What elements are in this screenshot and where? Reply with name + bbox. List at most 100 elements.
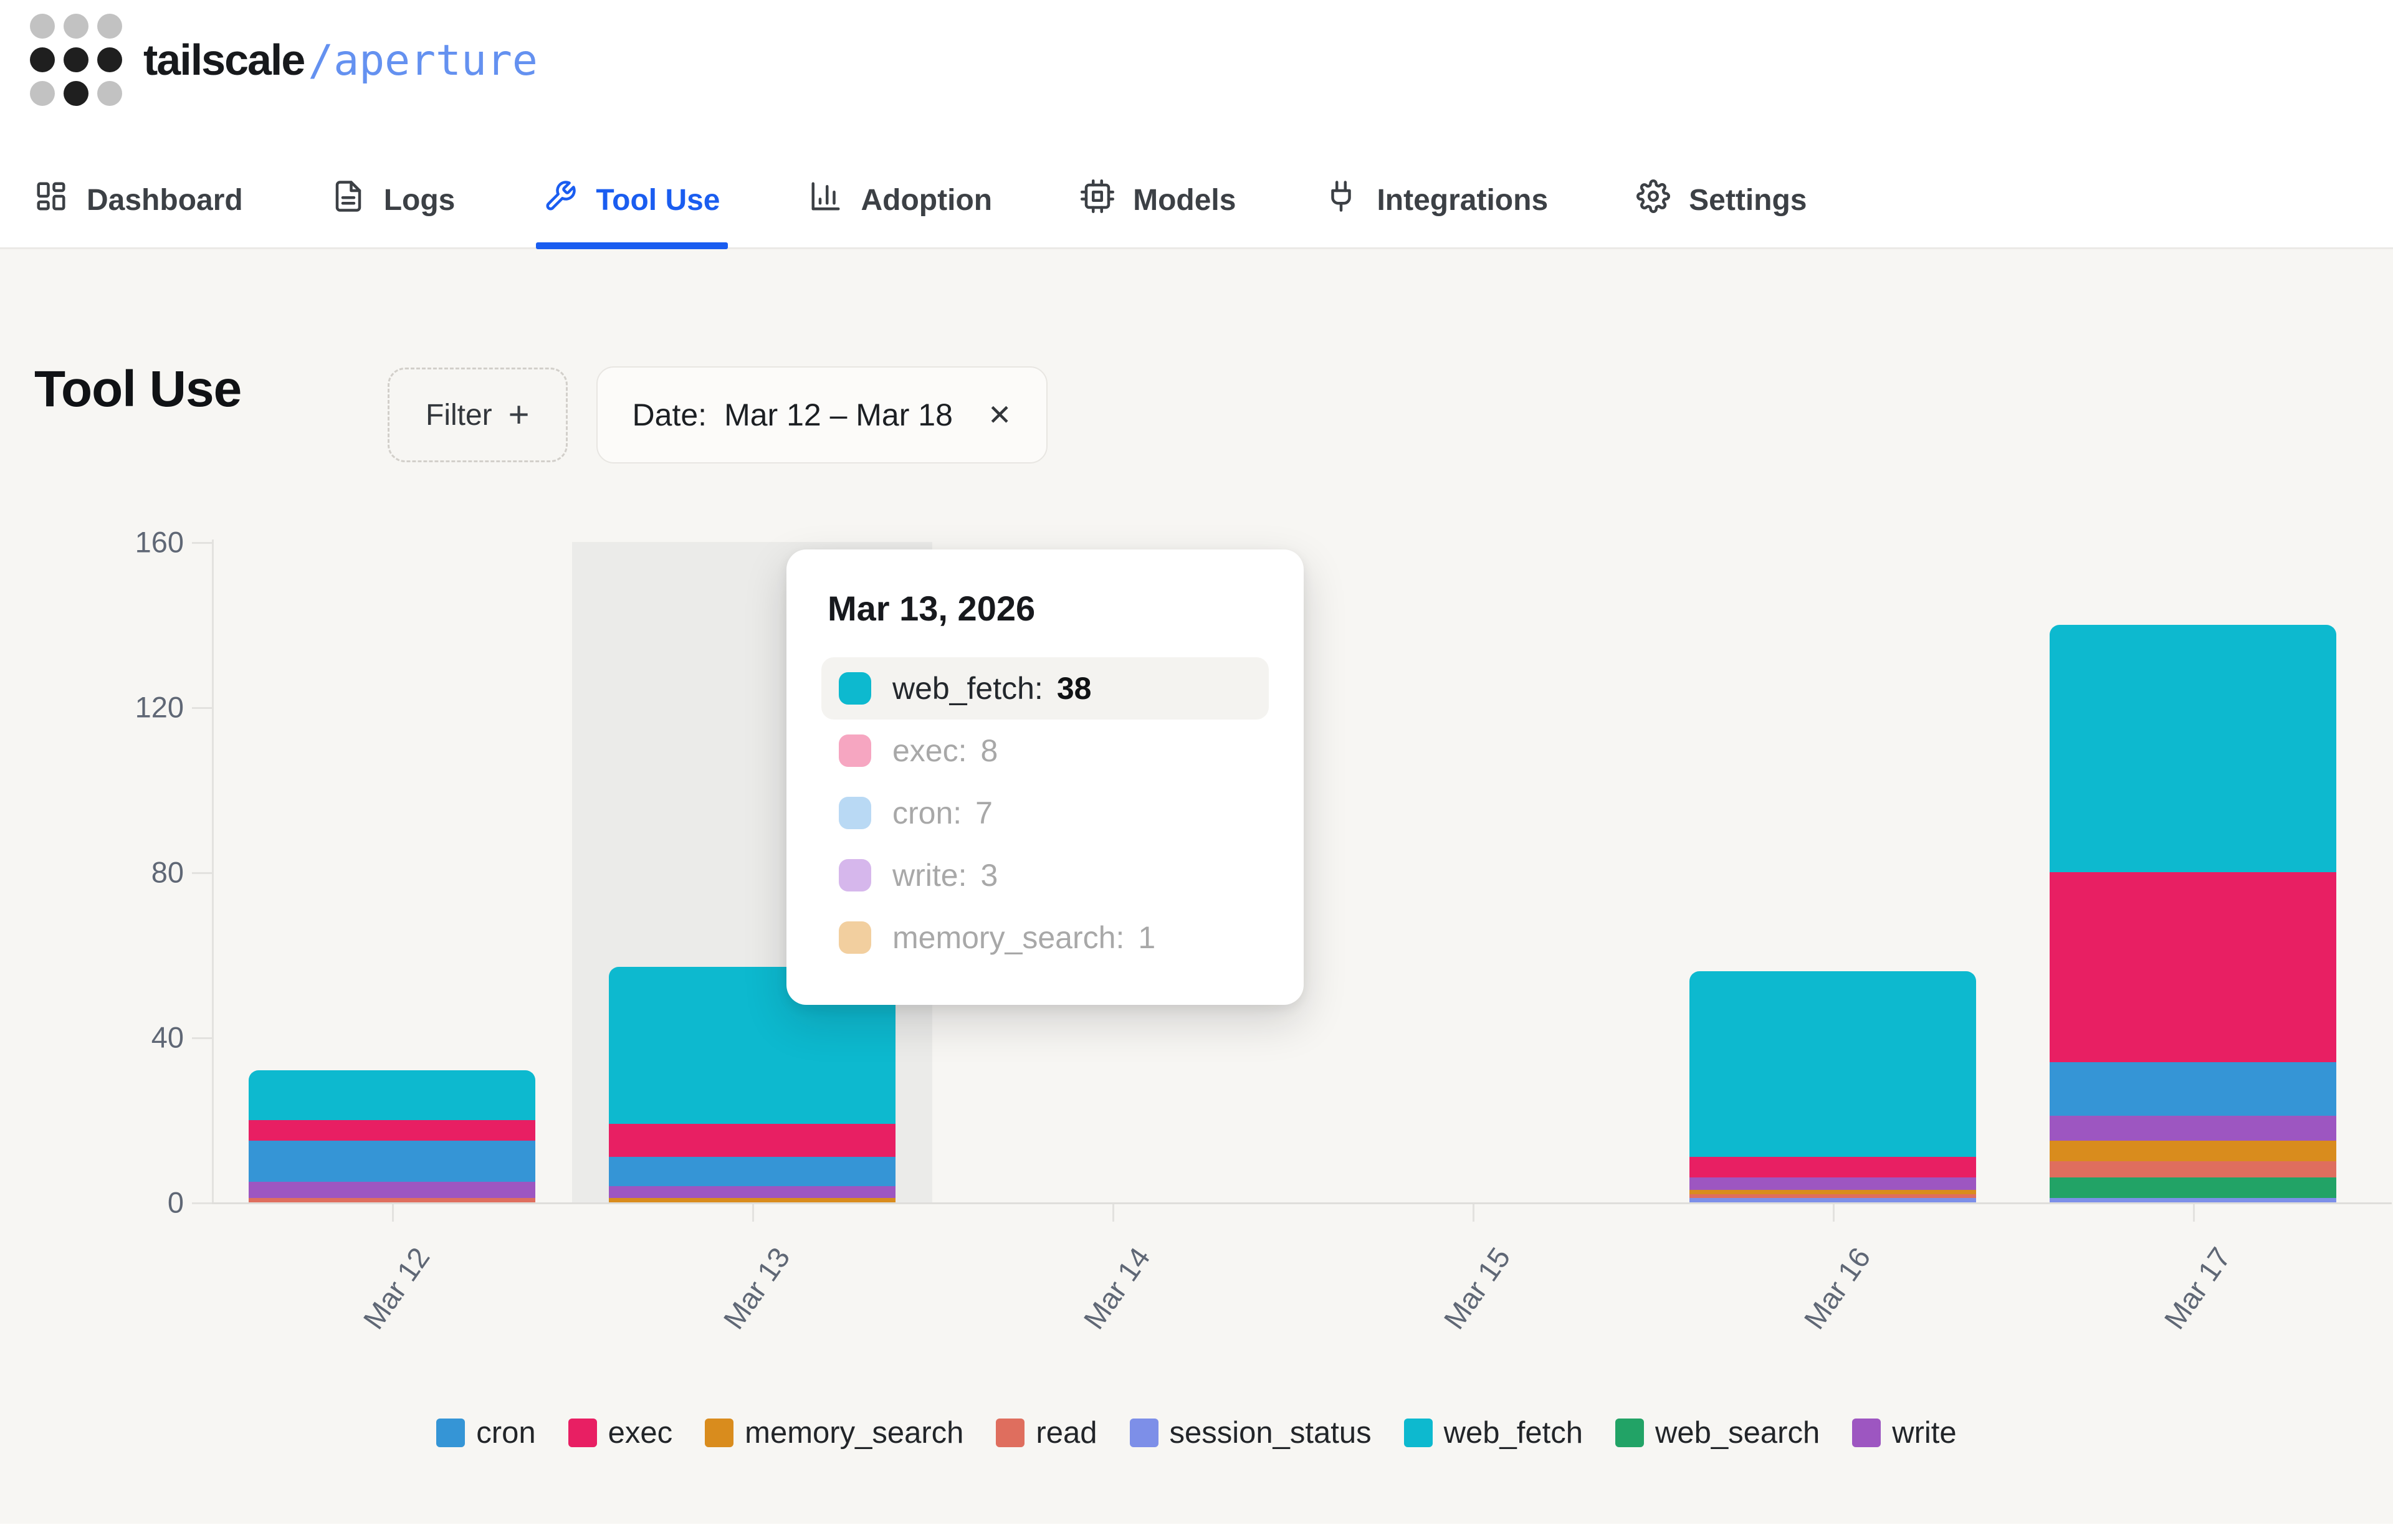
legend-label: session_status <box>1169 1416 1372 1450</box>
filter-bar: Filter + Date: Mar 12 – Mar 18 ✕ <box>388 366 1048 463</box>
tooltip-series-label: write: <box>892 858 967 893</box>
bar-segment-read-mar-12[interactable] <box>249 1198 535 1202</box>
nav-tab-label: Models <box>1133 183 1236 217</box>
legend-swatch-icon <box>1615 1419 1644 1447</box>
legend-swatch-icon <box>436 1419 466 1447</box>
tooltip-date-title: Mar 13, 2026 <box>828 589 1036 628</box>
bar-segment-memory_search-mar-17[interactable] <box>2050 1140 2336 1161</box>
gear-icon <box>1636 179 1671 221</box>
nav-tab-label: Adoption <box>861 183 993 217</box>
nav-tab-dashboard[interactable]: Dashboard <box>34 151 243 249</box>
legend-swatch-icon <box>705 1419 734 1447</box>
filter-button-label: Filter <box>426 398 492 432</box>
page-title: Tool Use <box>34 361 242 417</box>
chart-legend: cron exec memory_search read session_status w… <box>0 1415 2393 1450</box>
y-axis-tick-label: 0 <box>167 1186 184 1219</box>
tooltip-row-cron: cron: 7 <box>821 782 1269 844</box>
bar-segment-exec-mar-13[interactable] <box>609 1124 896 1157</box>
nav-tab-label: Dashboard <box>87 183 243 217</box>
tooltip-series-label: memory_search: <box>892 920 1125 955</box>
tooltip-series-value: 38 <box>1056 671 1092 706</box>
date-filter-chip[interactable]: Date: Mar 12 – Mar 18 ✕ <box>596 366 1048 463</box>
bar-segment-cron-mar-13[interactable] <box>609 1157 896 1186</box>
bar-chart-icon <box>809 179 843 221</box>
bar-segment-memory_search-mar-16[interactable] <box>1689 1190 1976 1194</box>
tooltip-row-web_fetch: web_fetch: 38 <box>821 657 1269 720</box>
bar-segment-exec-mar-16[interactable] <box>1689 1157 1976 1178</box>
legend-item-web_search: web_search <box>1615 1415 1820 1450</box>
nav-tab-integrations[interactable]: Integrations <box>1324 151 1548 249</box>
series-swatch-icon <box>839 921 871 954</box>
bar-segment-write-mar-13[interactable] <box>609 1186 896 1199</box>
date-chip-label: Date: <box>632 397 707 432</box>
tooltip-row-write: write: 3 <box>821 844 1269 906</box>
legend-item-read: read <box>996 1415 1097 1450</box>
legend-item-web_fetch: web_fetch <box>1403 1415 1583 1450</box>
legend-item-exec: exec <box>568 1415 673 1450</box>
bar-segment-cron-mar-12[interactable] <box>249 1140 535 1182</box>
bar-segment-write-mar-12[interactable] <box>249 1181 535 1199</box>
cpu-icon <box>1081 179 1115 221</box>
nav-tab-logs[interactable]: Logs <box>332 151 456 249</box>
active-tab-underline <box>536 242 728 249</box>
x-axis-tick-label: Mar 13 <box>716 1241 796 1335</box>
nav-tab-tool-use[interactable]: Tool Use <box>536 151 728 249</box>
brand-name: tailscale <box>143 35 305 84</box>
tooltip-rows: web_fetch: 38 exec: 8 cron: 7 write: 3 memory_se… <box>821 657 1269 969</box>
legend-item-session_status: session_status <box>1129 1415 1372 1450</box>
legend-swatch-icon <box>1403 1419 1433 1447</box>
bar-segment-read-mar-16[interactable] <box>1689 1194 1976 1199</box>
x-axis-tick <box>752 1204 754 1222</box>
bar-segment-web_fetch-mar-16[interactable] <box>1689 971 1976 1157</box>
nav-tab-label: Logs <box>383 183 456 217</box>
brand-home-link[interactable]: tailscale/aperture <box>30 14 538 106</box>
bar-segment-cron-mar-17[interactable] <box>2050 1062 2336 1116</box>
legend-label: read <box>1036 1416 1097 1450</box>
x-axis-tick-label: Mar 15 <box>1436 1241 1517 1335</box>
x-axis-tick-label: Mar 16 <box>1797 1241 1877 1335</box>
legend-label: web_search <box>1655 1416 1820 1450</box>
tooltip-series-value: 7 <box>975 796 993 830</box>
bar-segment-session_status-mar-16[interactable] <box>1689 1198 1976 1202</box>
nav-tab-models[interactable]: Models <box>1081 151 1236 249</box>
bar-segment-write-mar-16[interactable] <box>1689 1177 1976 1191</box>
bar-segment-read-mar-17[interactable] <box>2050 1161 2336 1178</box>
legend-item-cron: cron <box>436 1415 536 1450</box>
y-axis-tick-label: 120 <box>135 690 184 724</box>
nav-tab-settings[interactable]: Settings <box>1636 151 1807 249</box>
y-axis-tick <box>192 1202 212 1204</box>
legend-label: web_fetch <box>1443 1416 1583 1450</box>
bar-segment-exec-mar-17[interactable] <box>2050 872 2336 1062</box>
close-icon[interactable]: ✕ <box>987 399 1012 431</box>
legend-label: cron <box>476 1416 536 1450</box>
dashboard-icon <box>34 179 68 221</box>
bar-segment-write-mar-17[interactable] <box>2050 1115 2336 1141</box>
legend-label: exec <box>608 1416 673 1450</box>
bottom-strip <box>0 1524 2393 1540</box>
chart-tooltip: Mar 13, 2026 web_fetch: 38 exec: 8 cron: 7 wri… <box>786 549 1304 1005</box>
tooltip-series-value: 3 <box>980 858 998 893</box>
bar-segment-session_status-mar-17[interactable] <box>2050 1198 2336 1202</box>
x-axis-tick <box>1473 1204 1474 1222</box>
legend-swatch-icon <box>1852 1419 1881 1447</box>
bar-segment-memory_search-mar-13[interactable] <box>609 1198 896 1202</box>
y-axis-tick-label: 40 <box>151 1020 184 1054</box>
bar-segment-web_fetch-mar-17[interactable] <box>2050 624 2336 872</box>
tooltip-row-exec: exec: 8 <box>821 720 1269 782</box>
legend-item-write: write <box>1852 1415 1957 1450</box>
bar-segment-web_fetch-mar-12[interactable] <box>249 1070 535 1120</box>
y-axis-tick <box>192 1037 212 1039</box>
add-filter-button[interactable]: Filter + <box>388 368 568 462</box>
bar-segment-web_search-mar-17[interactable] <box>2050 1177 2336 1199</box>
tailscale-logo-icon <box>30 14 122 106</box>
y-axis-tick <box>192 707 212 709</box>
legend-swatch-icon <box>996 1419 1025 1447</box>
nav-tab-adoption[interactable]: Adoption <box>809 151 993 249</box>
x-axis-tick-label: Mar 17 <box>2157 1241 2237 1335</box>
x-axis-tick <box>1833 1204 1835 1222</box>
legend-label: write <box>1892 1416 1957 1450</box>
bar-segment-exec-mar-12[interactable] <box>249 1119 535 1141</box>
x-axis-tick-label: Mar 12 <box>356 1241 436 1335</box>
wrench-icon <box>543 179 577 221</box>
